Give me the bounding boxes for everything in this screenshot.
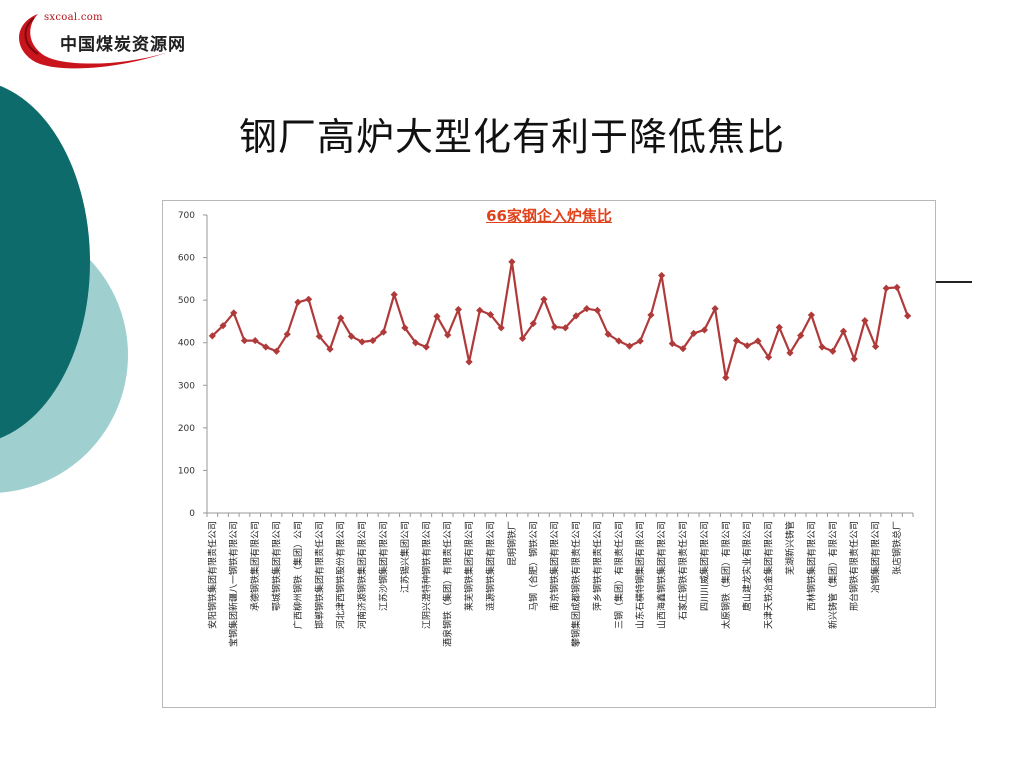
data-point <box>454 305 462 314</box>
logo-name: 中国煤炭资源网 <box>60 35 186 55</box>
data-point <box>593 306 602 314</box>
x-tick-label: 冶钢集团有限公司 <box>870 521 882 593</box>
chart-container: 0 100 200 300 400 500 600 700 安阳钢铁集团有限责任公司 宝钢集团新疆… <box>162 200 936 708</box>
data-point <box>262 343 270 351</box>
data-point <box>871 342 880 351</box>
slide-title: 钢厂高炉大型化有利于降低焦比 <box>238 115 785 159</box>
data-point <box>379 328 388 336</box>
x-tick-label: 南京钢铁集团有限公司 <box>549 521 561 611</box>
y-tick-label: 300 <box>178 381 195 391</box>
x-tick-label: 昆明钢铁厂 <box>506 521 518 566</box>
x-tick-label: 新兴铸管（集团）有限公司 <box>827 521 839 629</box>
data-point <box>305 295 313 303</box>
x-tick-label: 酒泉钢铁（集团）有限责任公司 <box>442 521 454 647</box>
data-point <box>850 355 858 363</box>
data-point <box>658 271 666 280</box>
x-tick-label: 江苏锡兴集团公司 <box>399 521 411 593</box>
data-point <box>700 326 709 334</box>
x-tick-label: 江苏沙钢集团有限公司 <box>378 521 390 611</box>
x-tick-label: 张店钢铁总厂 <box>891 521 903 575</box>
x-tick-label: 马钢（合肥）钢铁公司 <box>527 521 539 611</box>
y-tick-label: 0 <box>189 509 195 519</box>
decorative-line <box>936 281 972 283</box>
x-tick-label: 攀钢集团成都钢铁有限责任公司 <box>570 521 582 647</box>
data-point <box>775 323 783 331</box>
data-point <box>422 343 430 351</box>
data-point <box>240 336 249 345</box>
x-tick-label: 山西海鑫钢铁集团有限公司 <box>656 521 668 629</box>
logo-swoosh-icon <box>19 10 169 69</box>
data-point <box>711 305 719 313</box>
data-point <box>315 332 323 340</box>
series-line <box>211 260 909 379</box>
x-tick-label: 萍乡钢铁有限责任公司 <box>591 521 603 611</box>
data-point <box>668 339 676 348</box>
x-tick-label: 邢台钢铁有限责任公司 <box>848 521 860 611</box>
data-point <box>358 338 366 346</box>
x-tick-label: 芜湖新兴铸管 <box>784 521 796 575</box>
x-tick-label: 太原钢铁（集团）有限公司 <box>720 521 732 629</box>
x-tick-label: 山东石横特钢集团有限公司 <box>634 521 646 629</box>
x-tick-label: 天津天铁冶金集团有限公司 <box>763 521 775 629</box>
x-tick-label: 鄂城钢铁集团有限公司 <box>271 521 283 611</box>
data-point <box>529 319 537 328</box>
data-point <box>722 374 730 382</box>
data-point <box>337 314 345 322</box>
data-point <box>433 312 441 320</box>
y-tick-label: 700 <box>178 211 195 221</box>
x-tick-label: 江阴兴澄特种钢铁有限公司 <box>420 521 432 629</box>
y-tick-label: 600 <box>178 254 195 264</box>
chart-title: 66家钢企入炉焦比 <box>486 207 612 225</box>
x-tick-label: 宝钢集团新疆八一钢铁有限公司 <box>228 521 240 647</box>
x-tick-label: 四川川威集团有限公司 <box>698 521 710 611</box>
data-point <box>818 343 826 351</box>
site-logo[interactable]: sxcoal.com 中国煤炭资源网 <box>8 4 188 76</box>
y-tick-label: 500 <box>178 296 195 306</box>
data-point <box>390 291 398 299</box>
x-tick-label: 莱芜钢铁集团有限公司 <box>463 521 475 611</box>
data-point <box>732 336 741 345</box>
logo-url: sxcoal.com <box>44 12 103 23</box>
data-point <box>476 306 484 314</box>
data-point <box>518 334 527 343</box>
data-point <box>465 358 473 366</box>
data-point <box>294 298 302 306</box>
data-point <box>540 295 548 303</box>
dark-teal-circle <box>0 85 90 439</box>
x-tick-label: 广西柳州钢铁（集团）公司 <box>292 521 304 629</box>
data-point <box>893 283 901 291</box>
x-tick-label: 三钢（集团）有限责任公司 <box>613 521 625 629</box>
x-tick-label: 安阳钢铁集团有限责任公司 <box>206 521 218 629</box>
line-chart: 0 100 200 300 400 500 600 700 安阳钢铁集团有限责任公司 宝钢集团新疆… <box>178 211 914 647</box>
data-point <box>625 342 634 350</box>
data-point <box>882 284 890 292</box>
x-tick-label: 河北津西钢铁股份有限公司 <box>335 521 347 629</box>
y-tick-label: 100 <box>178 466 195 476</box>
x-tick-label: 河南济源钢铁集团有限公司 <box>356 521 368 629</box>
x-tick-label: 承德钢铁集团有限公司 <box>249 521 261 611</box>
data-point <box>636 337 644 345</box>
data-point <box>690 329 698 337</box>
data-point <box>572 312 580 320</box>
data-point <box>604 330 612 338</box>
data-point <box>829 347 837 355</box>
x-tick-label: 石家庄钢铁有限责任公司 <box>677 521 689 620</box>
y-tick-label: 200 <box>178 424 195 434</box>
data-point <box>551 323 559 331</box>
x-tick-label: 西林钢铁集团有限公司 <box>805 521 817 611</box>
data-point <box>861 316 869 325</box>
data-point <box>754 337 762 345</box>
x-tick-label: 涟源钢铁集团有限公司 <box>484 521 496 611</box>
data-point <box>561 324 569 332</box>
x-tick-label: 邯郸钢铁集团有限责任公司 <box>313 521 325 629</box>
data-point <box>904 312 912 320</box>
data-point <box>647 311 655 319</box>
data-point <box>508 258 516 266</box>
data-point <box>486 311 495 319</box>
data-point <box>743 342 751 350</box>
x-tick-label: 唐山建龙实业有限公司 <box>741 521 753 611</box>
y-tick-label: 400 <box>178 339 195 349</box>
